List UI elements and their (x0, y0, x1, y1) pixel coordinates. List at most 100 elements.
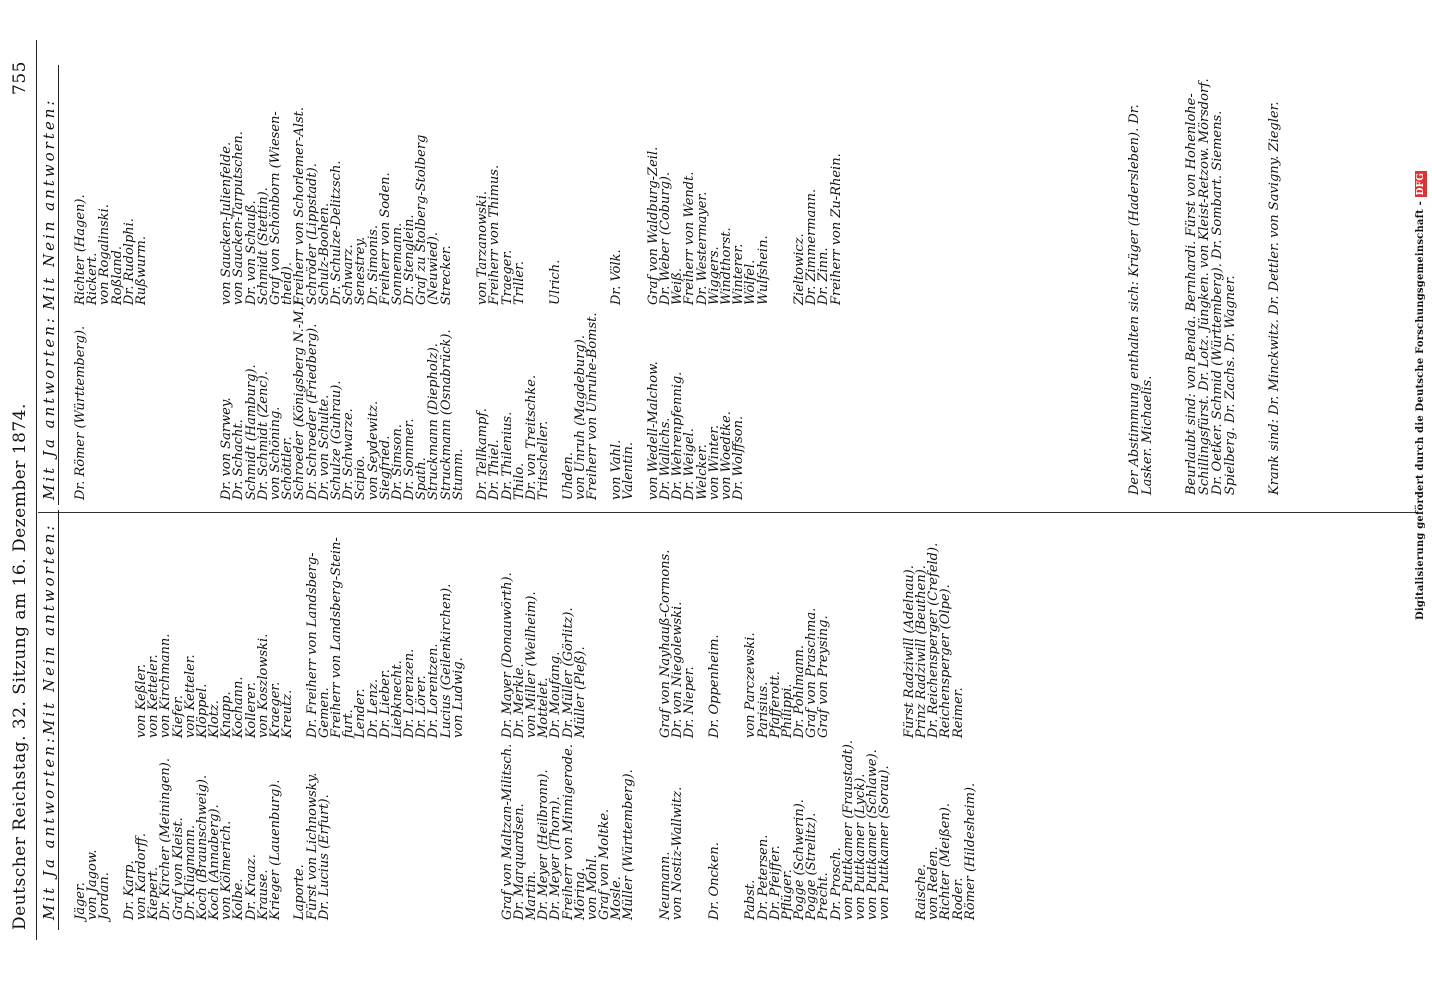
left-subheader-rule (58, 510, 59, 930)
member-name: Dr. Nieper. (682, 666, 698, 738)
list-spacer (477, 740, 489, 920)
list-spacer (136, 297, 148, 500)
list-spacer (526, 107, 538, 305)
member-name: Ulrich. (548, 259, 564, 305)
member-name: von Nostiz-Wallwitz. (670, 786, 686, 920)
list-spacer (623, 107, 635, 305)
list-spacer (636, 537, 648, 738)
list-spacer (124, 297, 136, 500)
page-header-title: Deutscher Reichstag. 32. Sitzung am 16. … (10, 403, 30, 930)
list-spacer (380, 740, 392, 920)
member-name: Kreutz. (280, 689, 296, 738)
list-spacer (416, 740, 428, 920)
list-spacer (112, 297, 124, 500)
member-name: Valentin. (621, 441, 637, 500)
list-spacer (441, 740, 453, 920)
list-spacer (867, 537, 879, 738)
list-spacer (392, 740, 404, 920)
list-spacer (87, 297, 99, 500)
list-spacer (587, 107, 599, 305)
member-name: Dr. Römer (Württemberg). (73, 325, 88, 500)
dfg-credit-text: Digitalisierung gefördert durch die Deut… (1415, 201, 1426, 620)
absent-paragraph: Beurlaubt sind: von Benda. Bernhardi. Fü… (1184, 78, 1238, 495)
list-spacer (575, 107, 587, 305)
list-spacer (197, 107, 209, 305)
member-name: Freiherr von Zu-Rhein. (828, 153, 844, 305)
member-name: Müller (Pleß). (572, 646, 588, 738)
member-name: Dr. Oppenheim. (706, 634, 722, 738)
list-spacer (599, 537, 611, 738)
list-spacer (343, 740, 355, 920)
member-name: Strecker. (438, 245, 454, 305)
member-name: von Ludwig. (450, 657, 466, 738)
list-spacer (721, 740, 733, 920)
list-spacer (623, 537, 635, 738)
list-spacer (173, 107, 185, 305)
list-spacer (465, 740, 477, 920)
list-spacer (684, 740, 696, 920)
member-name: Stumm. (450, 448, 466, 500)
member-name: Freiherr von Landsberg-Stein- (328, 537, 344, 738)
list-spacer (611, 537, 623, 738)
left-ja-list: Jäger. von Jagow. Jordan. Dr. Karp. von Kard… (73, 740, 978, 920)
left-ja-heading: Mit Ja antworten: (40, 735, 58, 920)
member-name: Krieger (Lauenburg). (268, 779, 283, 920)
list-spacer (855, 537, 867, 738)
list-spacer (197, 297, 209, 500)
member-name: Freiherr von Unruhe-Bomst. (584, 312, 600, 501)
list-spacer (477, 537, 489, 738)
dfg-logo: DFG (1415, 170, 1427, 198)
member-name: von Puttkamer (Sorau). (877, 765, 893, 920)
sick-paragraph: Krank sind: Dr. Minckwitz. Dr. Dettler. … (1267, 101, 1282, 495)
header-rule (36, 40, 37, 940)
right-nein-list: Richter (Hagen). Rickert. von Rogalinski. R… (73, 107, 844, 305)
member-name: Dr. Wolffson. (731, 415, 747, 500)
abstain-paragraph: Der Abstimmung enthalten sich: Krüger (H… (1127, 104, 1155, 495)
page-number: 755 (10, 61, 30, 95)
list-spacer (453, 107, 465, 305)
list-spacer (148, 297, 160, 500)
list-spacer (173, 297, 185, 500)
list-spacer (831, 537, 843, 738)
list-spacer (770, 107, 782, 305)
list-spacer (99, 297, 111, 500)
list-spacer (99, 537, 111, 738)
member-name: Reimer. (950, 687, 966, 738)
list-spacer (563, 107, 575, 305)
list-spacer (185, 297, 197, 500)
member-name: Römer (Hildesheim). (962, 782, 978, 920)
list-spacer (160, 107, 172, 305)
right-subheader-rule (58, 65, 59, 505)
list-spacer (404, 740, 416, 920)
list-spacer (453, 740, 465, 920)
member-name: Dr. Lucius (Erfurt). (316, 794, 332, 920)
list-spacer (87, 537, 99, 738)
left-nein-list: von Keßler. von Ketteler. von Kirchmann. Ki… (75, 537, 966, 738)
list-spacer (355, 740, 367, 920)
member-name: Tritscheller. (536, 420, 552, 500)
list-spacer (843, 537, 855, 738)
member-name: Dr. Völk. (609, 249, 625, 305)
list-spacer (331, 740, 343, 920)
list-spacer (587, 537, 599, 738)
left-nein-heading: Mit Nein antworten: (40, 522, 58, 735)
member-name: Jordan. (97, 872, 113, 920)
list-spacer (160, 297, 172, 500)
member-name: Dr. Oncken. (706, 842, 722, 920)
member-name: Wulfshein. (755, 235, 771, 305)
list-spacer (428, 740, 440, 920)
list-spacer (148, 107, 160, 305)
member-name: Graf von Preysing. (816, 615, 832, 738)
list-spacer (185, 107, 197, 305)
dfg-credit: Digitalisierung gefördert durch die Deut… (1415, 170, 1427, 620)
right-nein-heading: Mit Nein antworten: (40, 97, 58, 310)
list-spacer (721, 537, 733, 738)
member-name: Rußwurm. (133, 235, 149, 305)
center-divider (38, 512, 1418, 513)
right-ja-list: Dr. Römer (Württemberg). Dr. von Sarwey. D… (73, 297, 747, 501)
list-spacer (892, 740, 904, 920)
list-spacer (368, 740, 380, 920)
member-name: Triller. (511, 261, 527, 305)
list-spacer (879, 537, 891, 738)
